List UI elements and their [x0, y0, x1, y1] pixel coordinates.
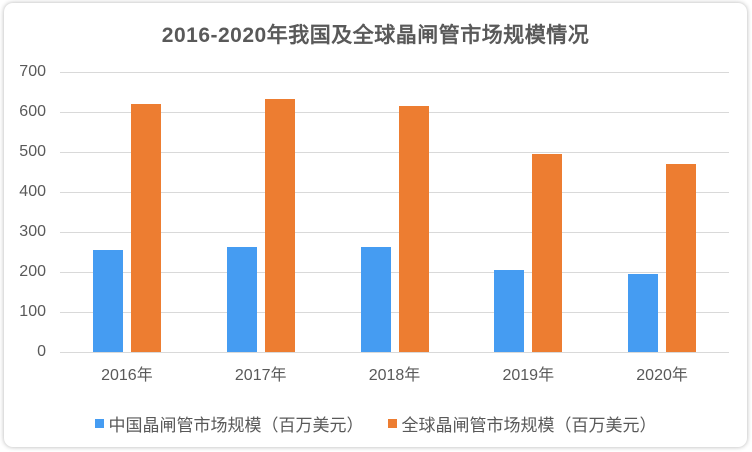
bar-china-2019年: [494, 270, 525, 352]
x-tick-label: 2019年: [502, 367, 555, 384]
legend-label-china: 中国晶闸管市场规模（百万美元）: [108, 416, 364, 435]
bar-china-2018年: [360, 246, 391, 352]
gridline: [60, 72, 729, 73]
bar-china-2017年: [226, 247, 257, 352]
legend-label-global: 全球晶闸管市场规模（百万美元）: [401, 416, 657, 435]
bar-china-2016年: [92, 250, 123, 352]
legend-marker-china: [94, 419, 104, 428]
gridline: [60, 112, 729, 113]
y-tick-label: 500: [19, 143, 46, 160]
legend-item-china: 中国晶闸管市场规模（百万美元）: [94, 411, 364, 436]
bar-global-2020年: [666, 164, 697, 352]
x-tick-label: 2017年: [234, 367, 287, 384]
y-tick-label: 200: [19, 263, 46, 280]
plot-area: [60, 72, 729, 353]
chart-title: 2016-2020年我国及全球晶闸管市场规模情况: [161, 24, 590, 47]
gridline: [60, 352, 729, 353]
bar-global-2019年: [532, 154, 563, 352]
bar-china-2020年: [628, 274, 659, 352]
bar-global-2016年: [130, 103, 161, 352]
x-tick-label: 2018年: [368, 367, 421, 384]
x-tick-label: 2020年: [636, 367, 688, 384]
gridline: [60, 152, 729, 153]
legend-marker-global: [387, 419, 397, 428]
legend: 中国晶闸管市场规模（百万美元） 全球晶闸管市场规模（百万美元）: [4, 411, 747, 436]
x-axis: 2016年 2017年 2018年 2019年 2020年: [60, 361, 729, 385]
y-tick-label: 400: [19, 183, 46, 200]
y-tick-label: 100: [19, 303, 46, 320]
gridline: [60, 192, 729, 193]
y-tick-label: 0: [37, 343, 46, 360]
legend-item-global: 全球晶闸管市场规模（百万美元）: [387, 411, 657, 436]
y-tick-label: 700: [19, 63, 46, 80]
gridline: [60, 312, 729, 313]
gridline: [60, 272, 729, 273]
y-axis: 700 600 500 400 300 200 100 0: [6, 63, 46, 360]
bar-global-2018年: [398, 106, 429, 352]
y-tick-label: 300: [19, 223, 46, 240]
chart-card: 2016-2020年我国及全球晶闸管市场规模情况 700 600 500 400 300…: [4, 3, 747, 447]
gridline: [60, 232, 729, 233]
x-tick-label: 2016年: [101, 367, 153, 384]
bar-global-2017年: [264, 99, 295, 352]
y-tick-label: 600: [19, 103, 46, 120]
